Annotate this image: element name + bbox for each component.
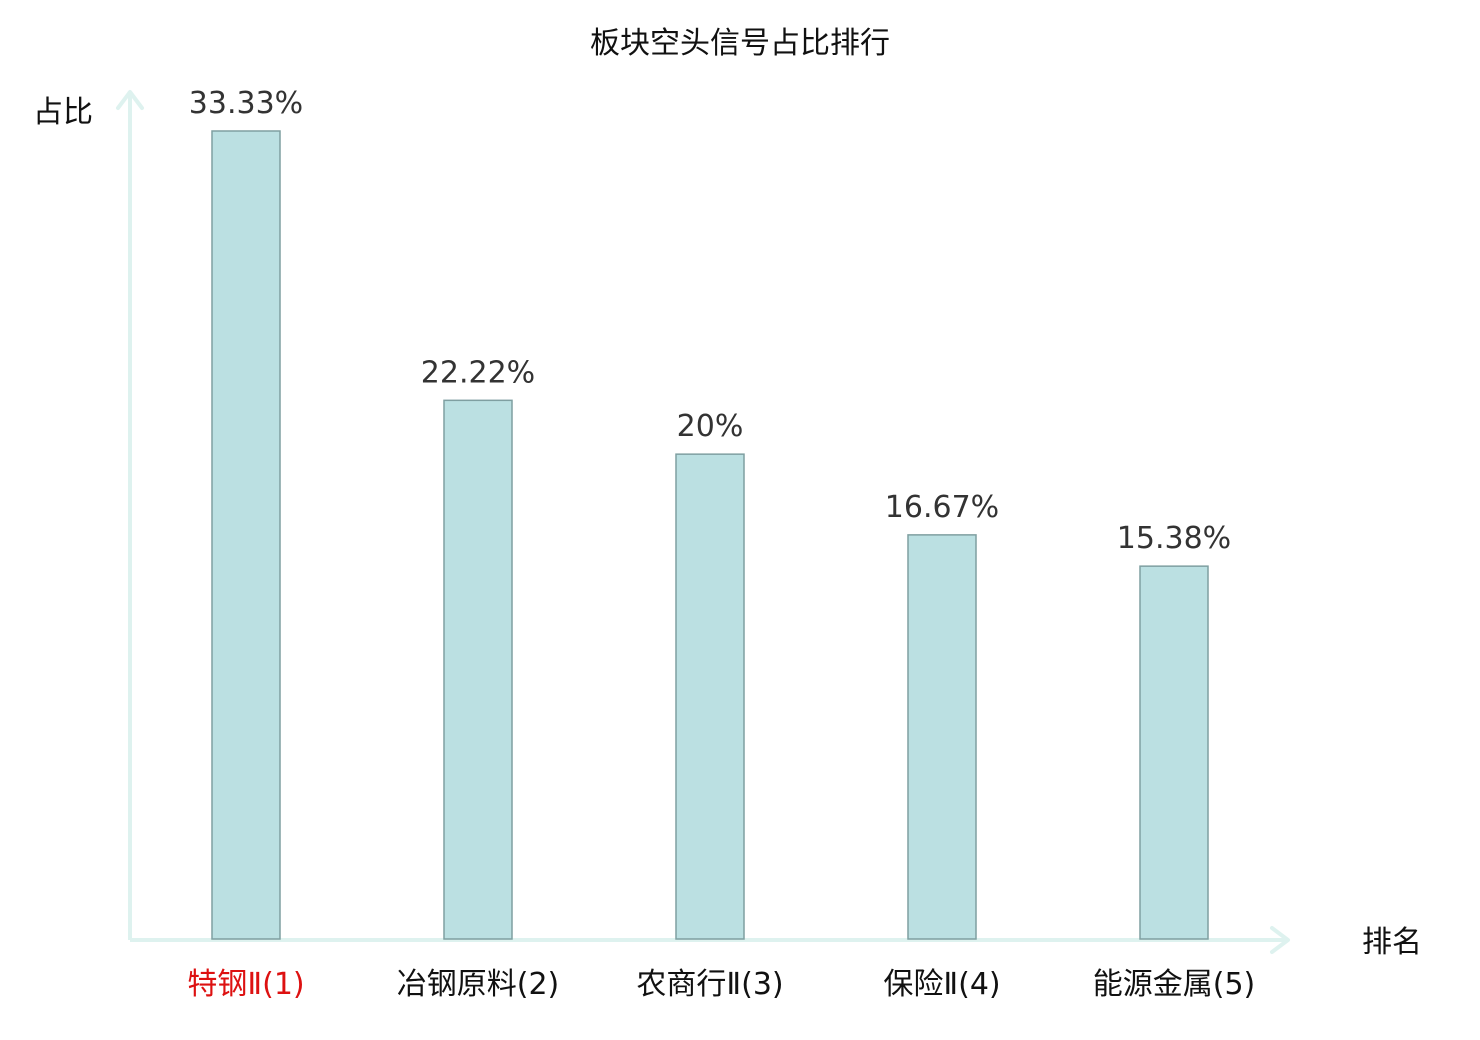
bar-1 [211, 130, 281, 940]
value-label-5: 15.38% [1117, 521, 1231, 556]
category-tick-label-2: 冶钢原料(2) [397, 967, 560, 1002]
bar-3 [675, 453, 745, 940]
chart-title: 板块空头信号占比排行 [590, 26, 890, 61]
category-tick-label-5: 能源金属(5) [1093, 967, 1256, 1002]
value-labels-group: 33.33% 22.22% 20% 16.67% 15.38% [189, 86, 1231, 556]
bar-5 [1139, 565, 1209, 940]
category-tick-label-3: 农商行Ⅱ(3) [636, 967, 783, 1002]
value-label-3: 20% [677, 409, 744, 444]
bar-2 [443, 399, 513, 940]
category-tick-label-1: 特钢Ⅱ(1) [187, 967, 304, 1002]
value-label-4: 16.67% [885, 490, 999, 525]
x-axis-label: 排名 [1362, 925, 1422, 960]
value-label-1: 33.33% [189, 86, 303, 121]
bar-4 [907, 534, 977, 940]
x-axis: 排名 [130, 925, 1422, 960]
y-axis: 占比 [33, 90, 144, 940]
x-axis-arrow-icon [1270, 926, 1290, 954]
bars-group [211, 130, 1209, 940]
value-label-2: 22.22% [421, 355, 535, 390]
y-axis-label: 占比 [33, 95, 93, 130]
category-tick-labels-group: 特钢Ⅱ(1) 冶钢原料(2) 农商行Ⅱ(3) 保险Ⅱ(4) 能源金属(5) [187, 967, 1255, 1002]
y-axis-arrow-icon [116, 90, 144, 110]
category-tick-label-4: 保险Ⅱ(4) [883, 967, 1000, 1002]
